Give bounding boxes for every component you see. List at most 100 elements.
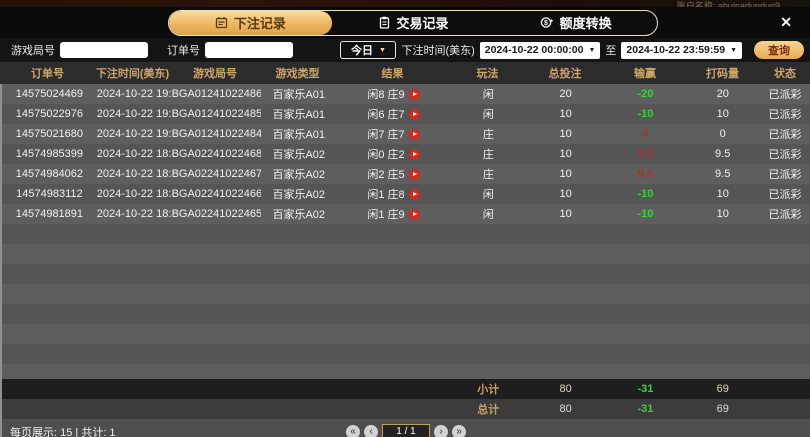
- date-from-select[interactable]: 2024-10-22 00:00:00 ▼: [479, 41, 601, 59]
- total-total-bet: 80: [559, 403, 572, 415]
- order-number: 14574981891: [15, 208, 84, 220]
- backdrop-strip: 账户名称: abuinadundun9: [0, 0, 810, 7]
- first-page-button[interactable]: «: [346, 424, 360, 437]
- status-badge: 已派彩: [768, 149, 802, 161]
- game-round: BGA01241022486: [171, 88, 262, 100]
- bet-time: 2024-10-22 18:48: [96, 148, 172, 160]
- period-select[interactable]: 今日 ▼: [340, 41, 397, 59]
- result-cell: 闲2 庄5: [336, 166, 451, 182]
- bet-time: 2024-10-22 19:13: [96, 108, 172, 120]
- win-loss: -10: [637, 108, 654, 120]
- pager: « ‹ 1 / 1 › »: [346, 424, 466, 437]
- total-bet: 10: [559, 128, 572, 140]
- total-bet: 10: [559, 188, 572, 200]
- game-type: 百家乐A01: [272, 89, 326, 101]
- total-row: 总计 80 -31 69: [0, 399, 810, 419]
- page-size-info: 每页展示: 15 | 共计: 1: [10, 427, 116, 437]
- page-indicator: 1 / 1: [382, 424, 430, 437]
- play-icon[interactable]: [408, 188, 420, 200]
- tab-transaction-records[interactable]: 交易记录: [332, 11, 495, 35]
- close-icon[interactable]: ✕: [780, 14, 792, 30]
- table-row: 14575024469 2024-10-22 19:14 BGA01241022…: [2, 84, 810, 104]
- total-bet: 20: [559, 88, 572, 100]
- turnover: 10: [716, 188, 729, 200]
- account-name-text: 账户名称: abuinadundun9: [676, 1, 780, 7]
- header-total-bet: 总投注: [548, 68, 582, 80]
- header-play-type: 玩法: [476, 68, 499, 80]
- status-badge: 已派彩: [768, 169, 802, 181]
- filter-bar: 游戏局号 订单号 今日 ▼ 下注时间(美东) 2024-10-22 00:00:…: [0, 38, 810, 62]
- chevron-down-icon: ▼: [378, 46, 386, 54]
- table-row: 14574984062 2024-10-22 18:47 BGA02241022…: [2, 164, 810, 184]
- pagination-bar: 每页展示: 15 | 共计: 1 « ‹ 1 / 1 › »: [0, 419, 810, 437]
- result-cell: 闲0 庄2: [336, 146, 451, 162]
- period-select-value: 今日: [350, 45, 373, 57]
- play-icon[interactable]: [408, 208, 420, 220]
- order-number-input[interactable]: [205, 42, 293, 58]
- win-loss: -20: [637, 88, 654, 100]
- total-label: 总计: [477, 404, 500, 416]
- result-text: 闲2 庄5: [367, 169, 405, 181]
- header-game-type: 游戏类型: [275, 68, 320, 80]
- result-text: 闲1 庄9: [367, 209, 405, 221]
- win-loss: 9.5: [637, 148, 654, 160]
- play-type: 闲: [482, 89, 494, 101]
- date-to-select[interactable]: 2024-10-22 23:59:59 ▼: [621, 41, 742, 59]
- turnover: 10: [716, 208, 729, 220]
- tab-pill-container: 下注记录 交易记录 $ 额度转换: [168, 9, 658, 36]
- subtotal-total-bet: 80: [559, 383, 572, 395]
- tab-bet-records-label: 下注记录: [233, 16, 286, 31]
- result-text: 闲7 庄7: [367, 129, 405, 141]
- play-icon[interactable]: [408, 88, 420, 100]
- chevron-down-icon: ▼: [730, 46, 737, 54]
- game-type: 百家乐A01: [272, 109, 326, 121]
- table-header: 订单号 下注时间(美东) 游戏局号 游戏类型 结果 玩法 总投注 输赢 打码量 …: [0, 62, 810, 84]
- tab-bet-records[interactable]: 下注记录: [169, 10, 332, 35]
- turnover: 9.5: [715, 148, 731, 160]
- game-round: BGA02241022466: [171, 188, 262, 200]
- tab-quota-transfer[interactable]: $ 额度转换: [494, 11, 657, 35]
- result-cell: 闲6 庄7: [336, 106, 451, 122]
- order-number: 14574983112: [16, 188, 83, 200]
- bet-time: 2024-10-22 18:46: [96, 208, 172, 220]
- search-button[interactable]: 查询: [754, 41, 804, 59]
- result-text: 闲8 庄9: [367, 89, 405, 101]
- play-icon[interactable]: [408, 108, 420, 120]
- win-loss: 0: [642, 128, 649, 140]
- order-number: 14575024469: [15, 88, 84, 100]
- turnover: 20: [716, 88, 729, 100]
- bet-time: 2024-10-22 19:14: [96, 88, 172, 100]
- tab-transaction-records-label: 交易记录: [396, 16, 449, 31]
- game-round: BGA02241022465: [171, 208, 262, 220]
- result-text: 闲6 庄7: [367, 109, 405, 121]
- play-type: 闲: [482, 109, 494, 121]
- status-badge: 已派彩: [768, 189, 802, 201]
- game-round-input[interactable]: [60, 42, 148, 58]
- game-type: 百家乐A02: [272, 169, 326, 181]
- result-text: 闲0 庄2: [367, 149, 405, 161]
- bet-time-label: 下注时间(美东): [401, 45, 475, 57]
- header-bet-time: 下注时间(美东): [95, 68, 170, 80]
- clipboard-icon: [378, 16, 391, 29]
- table-row: 14574983112 2024-10-22 18:47 BGA02241022…: [2, 184, 810, 204]
- header-order-number: 订单号: [31, 68, 64, 80]
- total-bet: 10: [559, 208, 572, 220]
- total-label-cell: 总计: [451, 401, 526, 417]
- order-number: 14574984062: [15, 168, 84, 180]
- total-win-loss: -31: [637, 403, 654, 415]
- total-bet: 10: [559, 148, 572, 160]
- status-badge: 已派彩: [768, 89, 802, 101]
- prev-page-button[interactable]: ‹: [364, 424, 378, 437]
- last-page-button[interactable]: »: [452, 424, 466, 437]
- play-icon[interactable]: [408, 128, 420, 140]
- tab-bar: 下注记录 交易记录 $ 额度转换 ✕: [0, 7, 810, 38]
- game-round: BGA01241022484: [171, 128, 262, 140]
- order-number: 14575021680: [15, 128, 84, 140]
- play-icon[interactable]: [408, 148, 420, 160]
- header-game-round: 游戏局号: [193, 68, 237, 80]
- next-page-button[interactable]: ›: [434, 424, 448, 437]
- play-icon[interactable]: [408, 168, 420, 180]
- game-type: 百家乐A01: [272, 129, 326, 141]
- calendar-icon: [215, 16, 228, 29]
